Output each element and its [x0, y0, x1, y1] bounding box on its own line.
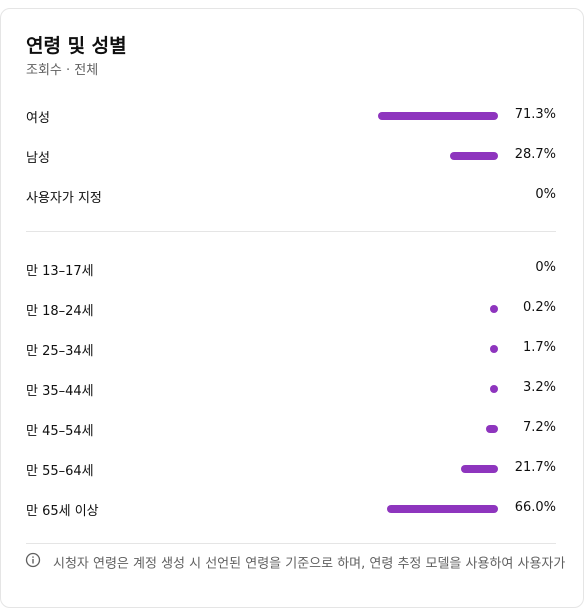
row-percent: 0% — [535, 260, 556, 275]
age-row-18-24: 만 18–24세 0.2% — [26, 298, 556, 320]
bar-track — [378, 112, 498, 120]
info-icon[interactable] — [25, 552, 41, 572]
divider — [26, 543, 556, 544]
age-row-25-34: 만 25–34세 1.7% — [26, 338, 556, 360]
bar-track — [378, 425, 498, 433]
gender-row-custom: 사용자가 지정 0% — [26, 185, 556, 207]
row-label: 만 55–64세 — [26, 464, 94, 479]
card-title: 연령 및 성별 — [26, 35, 127, 57]
gender-row-male: 남성 28.7% — [26, 145, 556, 167]
row-label: 만 25–34세 — [26, 344, 94, 359]
row-percent: 0.2% — [522, 300, 556, 315]
row-percent: 3.2% — [522, 380, 556, 395]
gender-row-female: 여성 71.3% — [26, 105, 556, 127]
bar-track — [378, 465, 498, 473]
age-row-65-plus: 만 65세 이상 66.0% — [26, 498, 556, 520]
row-label: 여성 — [26, 111, 50, 126]
row-label: 만 13–17세 — [26, 264, 94, 279]
bar-fill — [490, 345, 498, 353]
row-percent: 7.2% — [522, 420, 556, 435]
row-label: 만 65세 이상 — [26, 504, 99, 519]
row-label: 만 18–24세 — [26, 304, 94, 319]
row-percent: 71.3% — [514, 107, 556, 122]
card-subtitle: 조회수 · 전체 — [26, 63, 99, 78]
bar-fill — [386, 505, 498, 513]
bar-track — [378, 505, 498, 513]
bar-fill — [461, 465, 498, 473]
bar-track — [378, 265, 498, 273]
age-row-13-17: 만 13–17세 0% — [26, 258, 556, 280]
row-percent: 1.7% — [522, 340, 556, 355]
footnote: 시청자 연령은 계정 생성 시 선언된 연령을 기준으로 하며, 연령 추정 모… — [25, 552, 565, 572]
bar-fill — [490, 305, 498, 313]
age-row-45-54: 만 45–54세 7.2% — [26, 418, 556, 440]
age-row-35-44: 만 35–44세 3.2% — [26, 378, 556, 400]
row-percent: 0% — [535, 187, 556, 202]
bar-track — [378, 152, 498, 160]
row-percent: 21.7% — [514, 460, 556, 475]
bar-fill — [485, 425, 498, 433]
bar-fill — [378, 112, 498, 120]
bar-fill — [490, 385, 498, 393]
row-label: 남성 — [26, 151, 50, 166]
row-label: 만 45–54세 — [26, 424, 94, 439]
row-label: 만 35–44세 — [26, 384, 94, 399]
age-gender-card: 연령 및 성별 조회수 · 전체 여성 71.3% 남성 28.7% 사용자가 … — [0, 8, 584, 608]
bar-track — [378, 345, 498, 353]
row-percent: 28.7% — [514, 147, 556, 162]
bar-track — [378, 305, 498, 313]
row-label: 사용자가 지정 — [26, 191, 102, 206]
bar-track — [378, 192, 498, 200]
row-percent: 66.0% — [514, 500, 556, 515]
divider — [26, 231, 556, 232]
footnote-text: 시청자 연령은 계정 생성 시 선언된 연령을 기준으로 하며, 연령 추정 모… — [53, 556, 565, 572]
age-row-55-64: 만 55–64세 21.7% — [26, 458, 556, 480]
bar-track — [378, 385, 498, 393]
bar-fill — [449, 152, 498, 160]
